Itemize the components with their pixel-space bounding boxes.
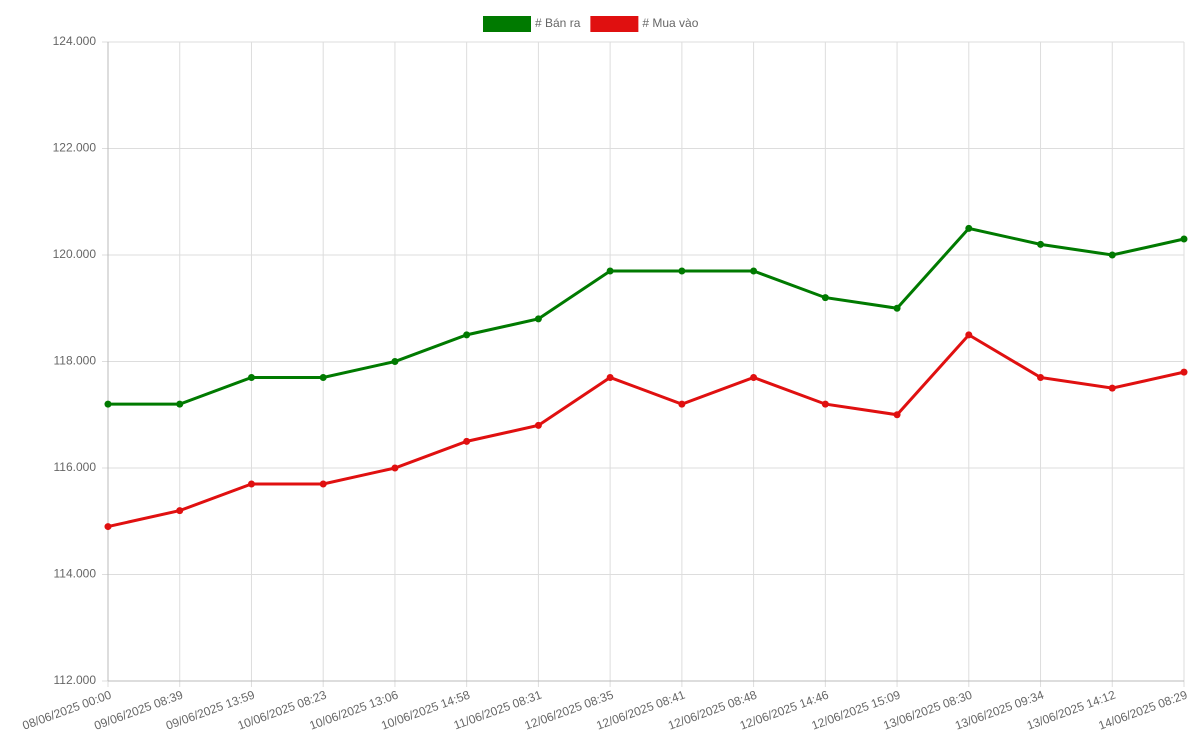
point	[678, 267, 686, 275]
point	[750, 267, 758, 275]
point	[1180, 235, 1188, 243]
point	[391, 358, 399, 365]
point	[893, 411, 901, 419]
point	[1108, 384, 1116, 392]
point	[534, 421, 542, 429]
series-line	[107, 332, 1185, 529]
point	[319, 373, 327, 381]
point	[965, 331, 973, 339]
y-tick-label: 116.000	[54, 460, 97, 474]
y-tick-label: 112.000	[54, 673, 97, 687]
point	[606, 267, 614, 275]
point	[606, 373, 614, 381]
point	[391, 464, 399, 472]
point	[1108, 251, 1116, 259]
point	[176, 507, 184, 515]
point	[534, 315, 542, 323]
point	[1037, 373, 1045, 381]
point	[750, 373, 758, 381]
point	[104, 523, 112, 531]
point	[176, 400, 184, 408]
legend-label: # Bán ra	[535, 16, 581, 30]
legend-label: # Mua vào	[642, 16, 698, 30]
y-tick-label: 124.000	[53, 34, 97, 48]
point	[463, 331, 471, 339]
point	[1180, 368, 1188, 376]
y-tick-label: 122.000	[53, 141, 97, 155]
point	[965, 224, 973, 232]
y-tick-label: 114.000	[54, 567, 97, 581]
point	[821, 294, 829, 302]
point	[893, 304, 901, 312]
point	[463, 437, 471, 445]
point	[104, 400, 112, 408]
point	[319, 480, 327, 488]
point	[1037, 240, 1045, 248]
y-tick-label: 120.000	[53, 247, 97, 261]
point	[821, 400, 829, 408]
series-line	[108, 226, 1185, 406]
y-tick-label: 118.000	[54, 354, 97, 368]
point	[247, 480, 255, 488]
legend-swatch	[483, 16, 531, 32]
legend-swatch	[590, 16, 639, 32]
point	[678, 400, 686, 408]
point	[247, 373, 255, 381]
